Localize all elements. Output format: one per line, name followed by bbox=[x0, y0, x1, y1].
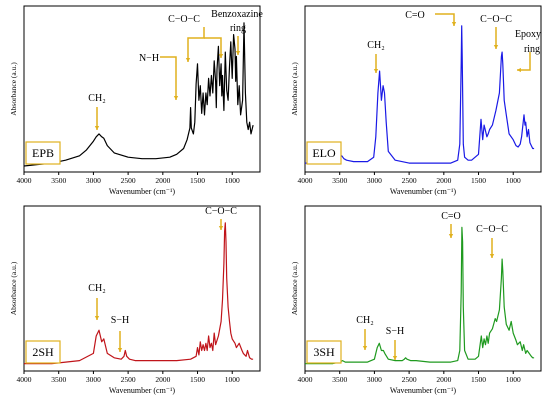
panel-label-box bbox=[25, 141, 61, 165]
annotation-arrowhead bbox=[117, 348, 123, 352]
x-tick-label: 1000 bbox=[506, 375, 521, 384]
panel-label: ELO bbox=[312, 146, 336, 160]
annotation-arrowhead bbox=[235, 51, 241, 55]
annotation-leader bbox=[187, 27, 205, 62]
annotation-leader bbox=[204, 37, 222, 58]
x-tick-label: 2000 bbox=[155, 176, 170, 185]
x-tick-label: 3000 bbox=[86, 375, 101, 384]
peak-annotation-label: N−H bbox=[139, 53, 159, 64]
x-tick-label: 1000 bbox=[225, 176, 240, 185]
peak-annotation-label: CH₂ bbox=[88, 283, 105, 294]
x-tick-label: 2000 bbox=[155, 375, 170, 384]
spectrum-line-3sh bbox=[305, 226, 535, 365]
peak-annotation-label: Epoxy bbox=[515, 29, 541, 40]
panel-elo: 4000 3500 3000 2500 2000 1500 1000 Wavenumber (… bbox=[290, 5, 542, 196]
x-axis-label: Wavenumber (cm⁻¹) bbox=[109, 187, 176, 196]
y-axis-label: Absorbance (a.u.) bbox=[9, 261, 18, 315]
panel-3sh: 4000 3500 3000 2500 2000 1500 1000 Wavenumber (… bbox=[290, 205, 542, 395]
plot-frame bbox=[23, 5, 261, 173]
x-tick-label: 2000 bbox=[436, 375, 451, 384]
x-tick-label: 2500 bbox=[402, 176, 417, 185]
peak-annotation-label: C=O bbox=[441, 211, 461, 222]
annotation-arrowhead bbox=[451, 22, 457, 26]
annotation-leader bbox=[517, 52, 531, 71]
spectrum-line-elo bbox=[305, 25, 535, 164]
plot-frame bbox=[304, 205, 542, 372]
peak-annotation-label: C−O−C bbox=[205, 206, 237, 217]
x-tick-label: 4000 bbox=[298, 176, 313, 185]
x-tick-label: 1500 bbox=[471, 176, 486, 185]
annotation-arrowhead bbox=[392, 356, 398, 360]
annotation-arrowhead bbox=[94, 126, 100, 130]
x-tick-label: 2000 bbox=[436, 176, 451, 185]
annotation-arrowhead bbox=[185, 58, 191, 62]
x-tick-label: 3000 bbox=[367, 176, 382, 185]
x-tick-label: 1000 bbox=[225, 375, 240, 384]
plot-frame bbox=[23, 205, 261, 372]
peak-annotation-label: C−O−C bbox=[168, 14, 200, 25]
peak-annotation-label: C=O bbox=[405, 10, 425, 21]
peak-annotation-label: CH₂ bbox=[367, 40, 384, 51]
annotation-arrowhead bbox=[173, 96, 179, 100]
y-axis-label: Absorbance (a.u.) bbox=[9, 62, 18, 116]
x-tick-label: 3000 bbox=[86, 176, 101, 185]
x-tick-label: 3500 bbox=[51, 375, 66, 384]
peak-annotation-label: CH₂ bbox=[356, 315, 373, 326]
x-tick-label: 2500 bbox=[121, 375, 136, 384]
annotation-arrowhead bbox=[489, 254, 495, 258]
x-axis-label: Wavenumber (cm⁻¹) bbox=[390, 386, 457, 395]
y-axis-label: Absorbance (a.u.) bbox=[290, 62, 299, 116]
panel-label: EPB bbox=[32, 146, 54, 160]
peak-annotation-label: ring bbox=[230, 23, 246, 34]
peak-annotation-label: S−H bbox=[386, 326, 404, 337]
panel-epb: 4000 3500 3000 2500 2000 1500 1000 Wavenumber (… bbox=[9, 5, 263, 196]
x-tick-label: 3500 bbox=[51, 176, 66, 185]
panel-2sh: 4000 3500 3000 2500 2000 1500 1000 Wavenumber (… bbox=[9, 205, 261, 395]
annotation-arrowhead bbox=[362, 346, 368, 350]
annotation-leader bbox=[160, 56, 177, 100]
annotation-arrowhead bbox=[448, 234, 454, 238]
panel-label: 3SH bbox=[313, 345, 335, 359]
x-tick-label: 3500 bbox=[332, 375, 347, 384]
panel-label: 2SH bbox=[32, 345, 54, 359]
peak-annotation-label: C−O−C bbox=[480, 14, 512, 25]
peak-annotation-label: Benzoxazine bbox=[211, 9, 263, 20]
peak-annotation-label: C−O−C bbox=[476, 224, 508, 235]
y-axis-label: Absorbance (a.u.) bbox=[290, 261, 299, 315]
x-tick-label: 2500 bbox=[402, 375, 417, 384]
annotation-arrowhead bbox=[517, 67, 521, 73]
annotation-arrowhead bbox=[493, 45, 499, 49]
x-tick-label: 3500 bbox=[332, 176, 347, 185]
x-tick-label: 1500 bbox=[471, 375, 486, 384]
spectrum-line-epb bbox=[23, 22, 254, 167]
annotation-leader bbox=[435, 13, 455, 26]
x-axis-label: Wavenumber (cm⁻¹) bbox=[109, 386, 176, 395]
x-axis-label: Wavenumber (cm⁻¹) bbox=[390, 187, 457, 196]
peak-annotation-label: CH₂ bbox=[88, 93, 105, 104]
annotation-arrowhead bbox=[94, 316, 100, 320]
x-tick-label: 4000 bbox=[17, 176, 32, 185]
spectrum-line-2sh bbox=[24, 222, 254, 365]
x-tick-label: 4000 bbox=[17, 375, 32, 384]
panel-label-box bbox=[306, 141, 342, 165]
panel-label-box bbox=[25, 340, 61, 364]
peak-annotation-label: ring bbox=[524, 44, 540, 55]
x-tick-label: 2500 bbox=[121, 176, 136, 185]
x-tick-label: 1500 bbox=[190, 176, 205, 185]
x-tick-label: 3000 bbox=[367, 375, 382, 384]
x-tick-label: 4000 bbox=[298, 375, 313, 384]
panel-label-box bbox=[306, 340, 342, 364]
peak-annotation-label: S−H bbox=[111, 315, 129, 326]
x-tick-label: 1500 bbox=[190, 375, 205, 384]
annotation-arrowhead bbox=[218, 226, 224, 230]
plot-frame bbox=[304, 5, 542, 173]
annotation-arrowhead bbox=[218, 54, 224, 58]
annotation-arrowhead bbox=[373, 69, 379, 73]
x-tick-label: 1000 bbox=[506, 176, 521, 185]
